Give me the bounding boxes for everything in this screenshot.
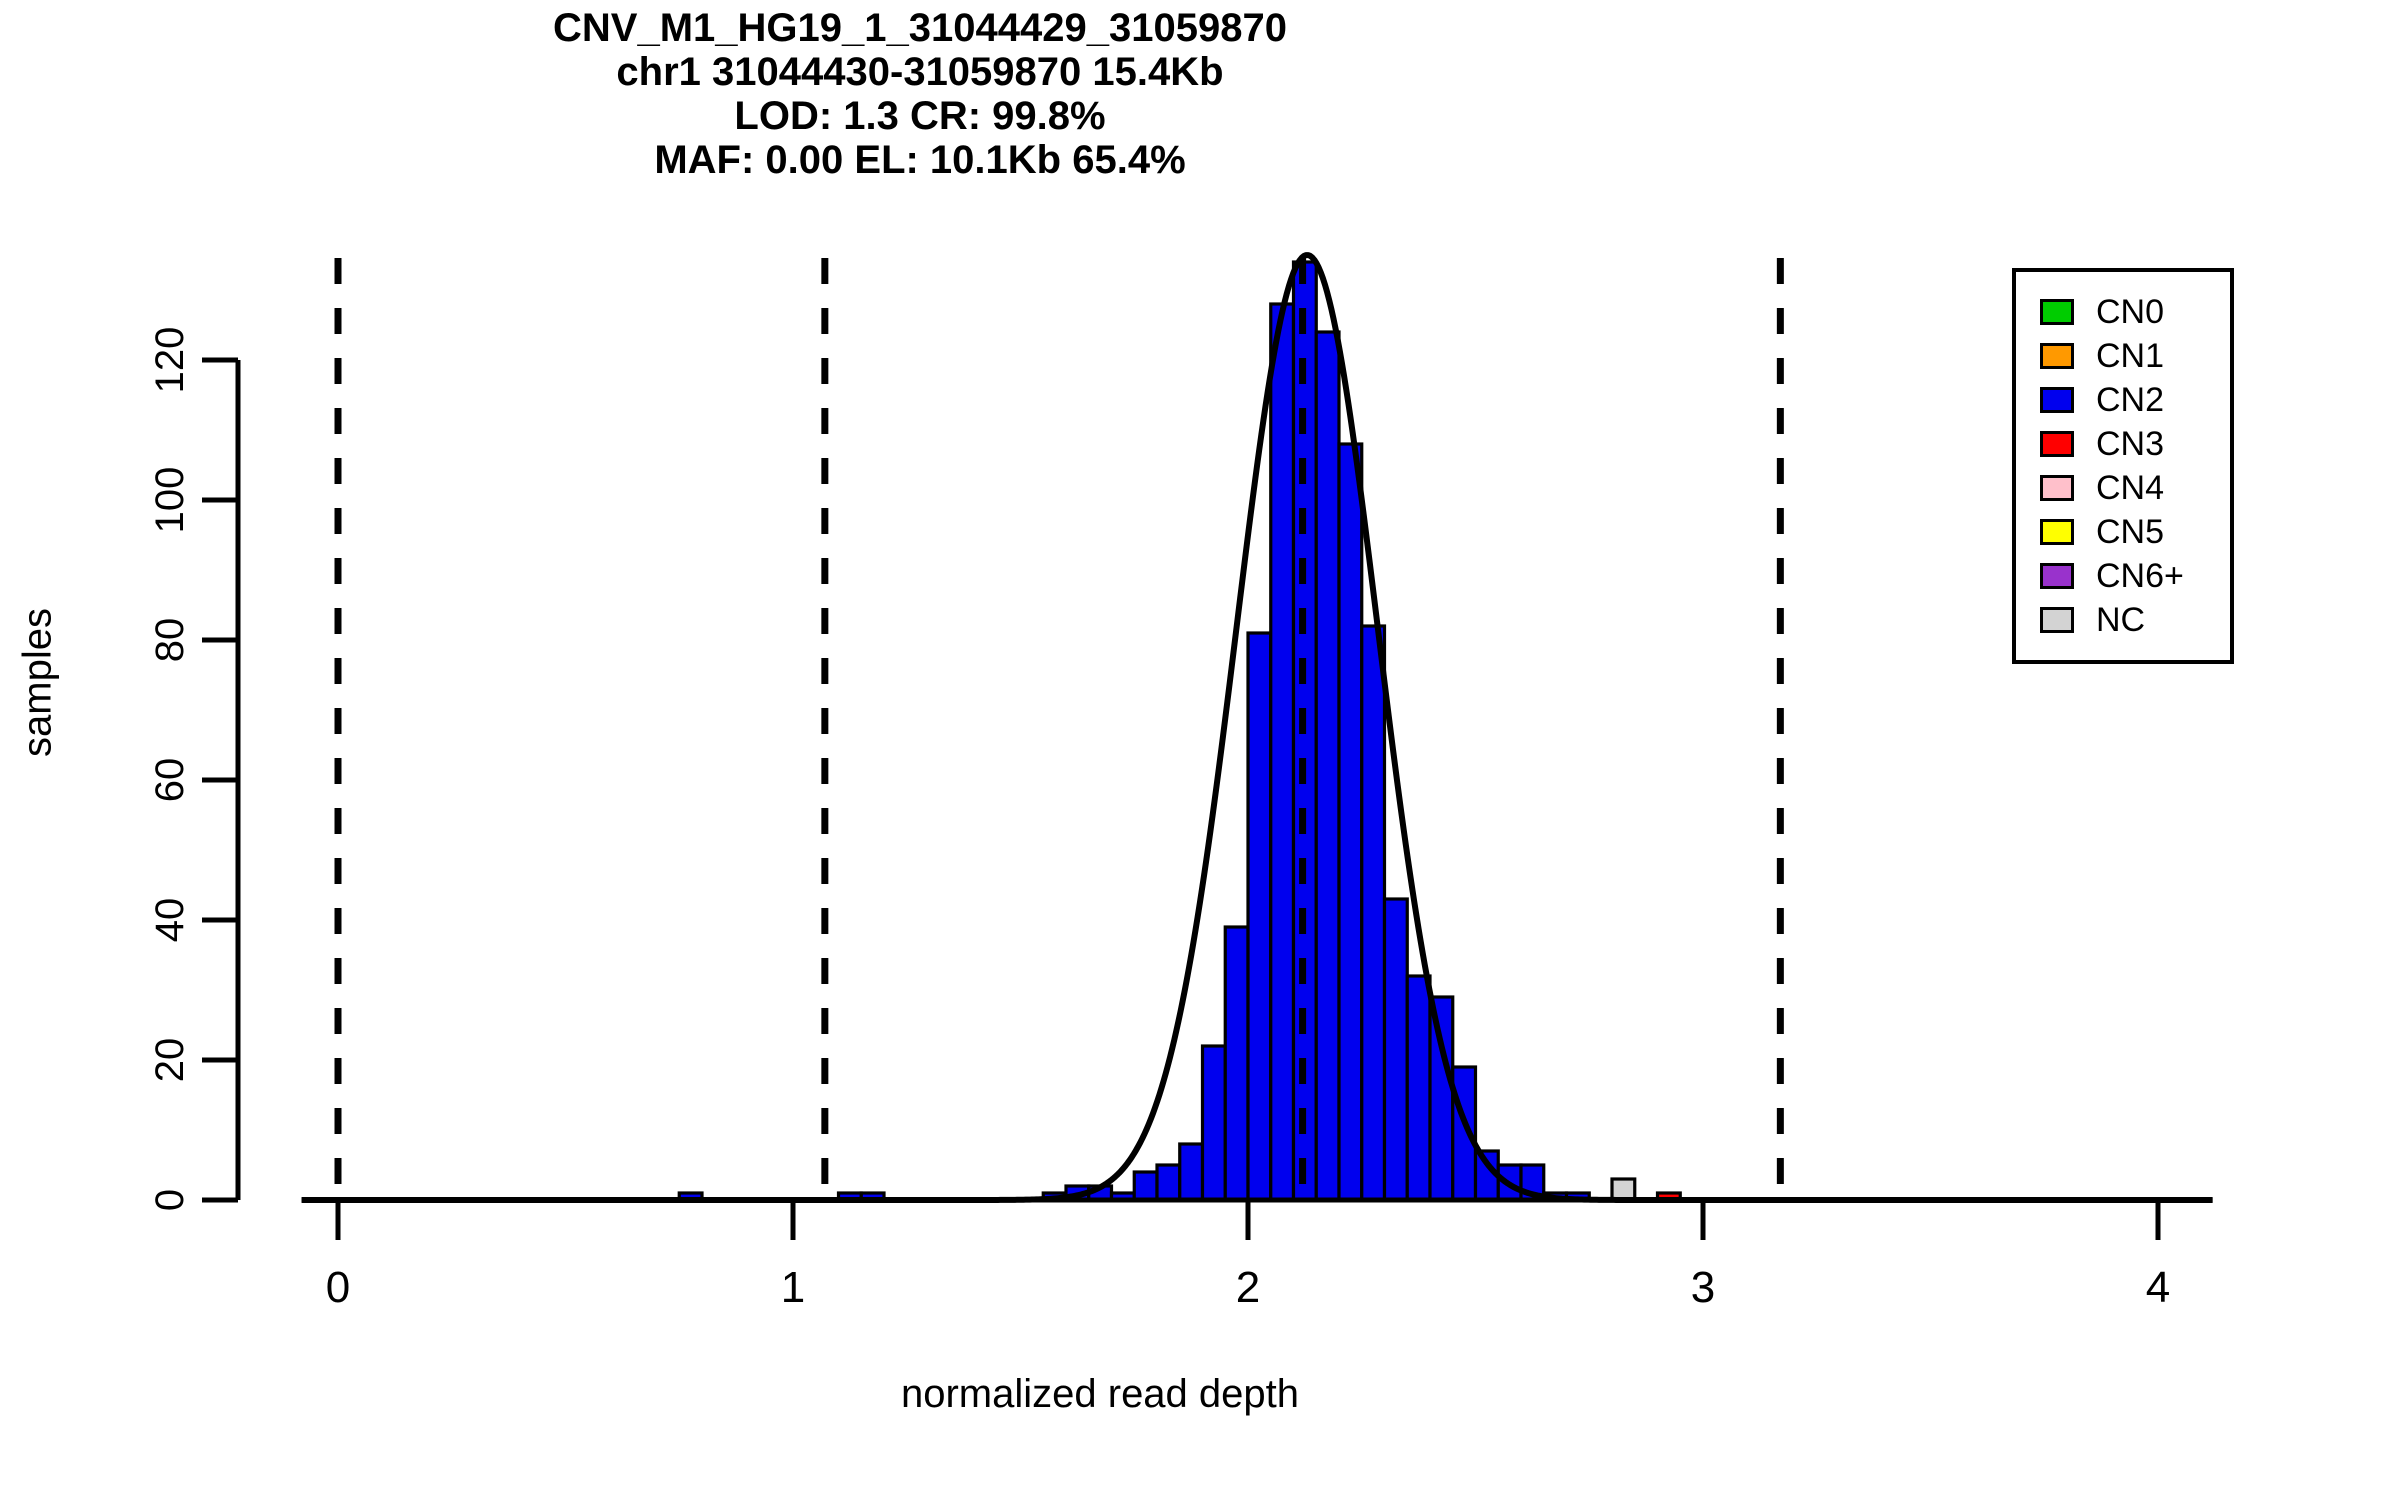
histogram-bar bbox=[1382, 897, 1409, 1202]
y-axis-tick-label: 60 bbox=[148, 758, 192, 803]
histogram-bar bbox=[1610, 1177, 1637, 1202]
histogram-bar bbox=[1246, 631, 1273, 1202]
x-axis-tick-label: 2 bbox=[1236, 1263, 1260, 1312]
x-axis-label: normalized read depth bbox=[900, 1372, 1300, 1416]
legend-swatch-icon bbox=[2040, 431, 2074, 457]
threshold-lines bbox=[334, 258, 1784, 1197]
x-axis-tick-label: 1 bbox=[781, 1263, 805, 1312]
copy-number-legend: CN0 CN1 CN2 CN3 CN4 CN5 CN6+ NC bbox=[2012, 268, 2234, 664]
legend-item-cn0[interactable]: CN0 bbox=[2016, 290, 2230, 334]
histogram-bar bbox=[1314, 330, 1341, 1202]
histogram-bar bbox=[1428, 995, 1455, 1202]
legend-item-label: NC bbox=[2096, 601, 2146, 639]
y-axis-tick-label: 80 bbox=[148, 618, 192, 663]
legend-item-nc[interactable]: NC bbox=[2016, 598, 2230, 642]
legend-item-label: CN4 bbox=[2096, 469, 2165, 507]
chart-title-block: CNV_M1_HG19_1_31044429_31059870 chr1 310… bbox=[0, 8, 1840, 180]
histogram-bar bbox=[1178, 1142, 1205, 1202]
legend-item-label: CN1 bbox=[2096, 337, 2165, 375]
legend-swatch-icon bbox=[2040, 387, 2074, 413]
legend-item-cn6plus[interactable]: CN6+ bbox=[2016, 554, 2230, 598]
legend-item-label: CN6+ bbox=[2096, 557, 2184, 595]
legend-swatch-icon bbox=[2040, 299, 2074, 325]
legend-item-cn3[interactable]: CN3 bbox=[2016, 422, 2230, 466]
y-axis-tick-label: 20 bbox=[148, 1038, 192, 1083]
legend-swatch-icon bbox=[2040, 563, 2074, 589]
legend-item-cn5[interactable]: CN5 bbox=[2016, 510, 2230, 554]
histogram-bars bbox=[677, 260, 1682, 1202]
y-axis-tick-label: 120 bbox=[148, 327, 192, 394]
legend-item-label: CN0 bbox=[2096, 293, 2165, 331]
legend-item-label: CN2 bbox=[2096, 381, 2165, 419]
y-axis-label: samples bbox=[15, 608, 60, 757]
histogram-bar bbox=[1405, 974, 1432, 1202]
legend-item-cn4[interactable]: CN4 bbox=[2016, 466, 2230, 510]
axes: 0 20 40 60 80 100 120 0 1 2 3 4 bbox=[148, 327, 2213, 1312]
legend-item-label: CN5 bbox=[2096, 513, 2165, 551]
legend-item-label: CN3 bbox=[2096, 425, 2165, 463]
legend-item-cn1[interactable]: CN1 bbox=[2016, 334, 2230, 378]
histogram-bar bbox=[1223, 925, 1250, 1202]
title-line-1: CNV_M1_HG19_1_31044429_31059870 bbox=[553, 6, 1287, 50]
histogram-bar bbox=[1200, 1044, 1227, 1202]
y-axis-tick-label: 0 bbox=[148, 1189, 192, 1211]
x-axis-tick-label: 3 bbox=[1691, 1263, 1715, 1312]
legend-item-cn2[interactable]: CN2 bbox=[2016, 378, 2230, 422]
histogram-bar bbox=[1337, 442, 1364, 1202]
title-line-2: chr1 31044430-31059870 15.4Kb bbox=[616, 50, 1224, 94]
histogram-bar bbox=[1132, 1170, 1159, 1202]
histogram-bar bbox=[1269, 302, 1296, 1202]
y-axis-tick-label: 100 bbox=[148, 467, 192, 534]
histogram-bar bbox=[1155, 1163, 1182, 1202]
y-axis-tick-label: 40 bbox=[148, 898, 192, 943]
histogram-bar bbox=[1360, 624, 1387, 1202]
x-axis-tick-label: 0 bbox=[326, 1263, 350, 1312]
x-axis-tick-label: 4 bbox=[2146, 1263, 2170, 1312]
title-line-4: MAF: 0.00 EL: 10.1Kb 65.4% bbox=[654, 138, 1186, 182]
legend-swatch-icon bbox=[2040, 607, 2074, 633]
legend-swatch-icon bbox=[2040, 343, 2074, 369]
legend-swatch-icon bbox=[2040, 475, 2074, 501]
title-line-3: LOD: 1.3 CR: 99.8% bbox=[734, 94, 1106, 138]
legend-swatch-icon bbox=[2040, 519, 2074, 545]
